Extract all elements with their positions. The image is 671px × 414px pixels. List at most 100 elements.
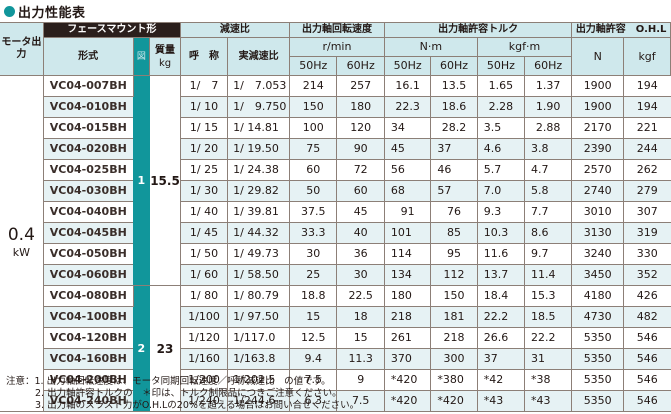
torque-nm-50hz: 91 bbox=[383, 201, 432, 223]
ohl-n: 4180 bbox=[571, 285, 625, 307]
torque-nm-50hz: 101 bbox=[383, 222, 432, 244]
rpm-50hz: 150 bbox=[289, 96, 338, 118]
rpm-60hz: 72 bbox=[336, 159, 385, 181]
footnote-text: 1. 出力軸回転速度は、モータ同期回転速度／呼称減速比 の値です。 bbox=[34, 376, 331, 387]
actual-ratio: 1/ 44.32 bbox=[227, 222, 291, 244]
motor-output-unit: kW bbox=[12, 245, 31, 259]
torque-kgf-50hz: 1.65 bbox=[476, 75, 526, 97]
model-cell: VC04-007BH bbox=[42, 75, 134, 97]
model-cell: VC04-040BH bbox=[42, 201, 134, 223]
torque-kgf-60hz: 4.7 bbox=[523, 159, 573, 181]
model-cell: VC04-020BH bbox=[42, 138, 134, 160]
torque-nm-50hz: *420 bbox=[383, 369, 432, 391]
torque-nm-50hz: 16.1 bbox=[383, 75, 432, 97]
actual-ratio: 1/ 24.38 bbox=[227, 159, 291, 181]
mass-cell: 23 bbox=[149, 285, 181, 412]
model-cell: VC04-030BH bbox=[42, 180, 134, 202]
torque-nm-60hz: 18.6 bbox=[430, 96, 478, 118]
rpm-60hz: 60 bbox=[336, 180, 385, 202]
header-nominal: 呼 称 bbox=[179, 37, 229, 76]
actual-ratio: 1/163.8 bbox=[227, 348, 291, 370]
table-row: VC04-240BH 1/240 1/244.6 6.3 7.5 *420 *4… bbox=[0, 390, 671, 412]
actual-ratio: 1/244.6 bbox=[227, 390, 291, 412]
torque-kgf-60hz: 1.90 bbox=[523, 96, 573, 118]
torque-kgf-50hz: *42 bbox=[476, 369, 526, 391]
ohl-n: 5350 bbox=[571, 369, 625, 391]
rpm-50hz: 7.5 bbox=[289, 369, 338, 391]
bullet-dot-icon bbox=[4, 5, 15, 17]
mass-label: 質量 bbox=[155, 44, 175, 56]
rpm-60hz: 22.5 bbox=[336, 285, 385, 307]
header-rpm-50hz: 50Hz bbox=[289, 56, 338, 76]
ohl-kgf: 546 bbox=[623, 348, 671, 370]
rpm-50hz: 25 bbox=[289, 264, 338, 286]
torque-nm-60hz: 300 bbox=[430, 348, 478, 370]
torque-nm-50hz: 370 bbox=[383, 348, 432, 370]
rpm-50hz: 214 bbox=[289, 75, 338, 97]
table-row: VC04-030BH 1/ 30 1/ 29.82 50 60 68 57 7.… bbox=[0, 180, 671, 202]
motor-output-value: 0.4 bbox=[7, 224, 35, 245]
header-rpm-60hz: 60Hz bbox=[336, 56, 385, 76]
nominal-ratio: 1/160 bbox=[179, 348, 229, 370]
rpm-50hz: 50 bbox=[289, 180, 338, 202]
torque-kgf-50hz: 4.6 bbox=[476, 138, 526, 160]
torque-nm-60hz: 150 bbox=[430, 285, 478, 307]
actual-ratio: 1/ 9.750 bbox=[227, 96, 291, 118]
rpm-50hz: 37.5 bbox=[289, 201, 338, 223]
rpm-50hz: 100 bbox=[289, 117, 338, 139]
ohl-n: 5350 bbox=[571, 390, 625, 412]
header-model: 形式 bbox=[42, 37, 134, 76]
torque-nm-50hz: 34 bbox=[383, 117, 432, 139]
header-reduction-ratio: 減速比 bbox=[179, 22, 291, 38]
ohl-n: 2570 bbox=[571, 159, 625, 181]
nominal-ratio: 1/ 40 bbox=[179, 201, 229, 223]
model-cell: VC04-240BH bbox=[42, 390, 134, 412]
actual-ratio: 1/ 39.81 bbox=[227, 201, 291, 223]
actual-ratio: 1/ 80.79 bbox=[227, 285, 291, 307]
nominal-ratio: 1/ 50 bbox=[179, 243, 229, 265]
torque-kgf-50hz: *43 bbox=[476, 390, 526, 412]
ohl-kgf: 194 bbox=[623, 96, 671, 118]
table-row: VC04-080BH 2 23 1/ 80 1/ 80.79 18.8 22.5… bbox=[0, 285, 671, 412]
header-nm-50hz: 50Hz bbox=[383, 56, 432, 76]
ohl-kgf: 319 bbox=[623, 222, 671, 244]
table-row: VC04-060BH 1/ 60 1/ 58.50 25 30 134 112 … bbox=[0, 264, 671, 286]
header-actual-ratio: 実減速比 bbox=[227, 37, 291, 76]
torque-kgf-50hz: 13.7 bbox=[476, 264, 526, 286]
mass-unit: kg bbox=[158, 57, 172, 69]
torque-kgf-50hz: 3.5 bbox=[476, 117, 526, 139]
rpm-60hz: 45 bbox=[336, 201, 385, 223]
model-cell: VC04-010BH bbox=[42, 96, 134, 118]
model-cell: VC04-060BH bbox=[42, 264, 134, 286]
torque-nm-50hz: 114 bbox=[383, 243, 432, 265]
actual-ratio: 1/117.0 bbox=[227, 327, 291, 349]
model-cell: VC04-120BH bbox=[42, 327, 134, 349]
rpm-60hz: 40 bbox=[336, 222, 385, 244]
model-cell: VC04-160BH bbox=[42, 348, 134, 370]
torque-kgf-60hz: *38 bbox=[523, 369, 573, 391]
torque-kgf-60hz: 31 bbox=[523, 348, 573, 370]
torque-kgf-50hz: 5.7 bbox=[476, 159, 526, 181]
torque-nm-60hz: *380 bbox=[430, 369, 478, 391]
ohl-n: 2170 bbox=[571, 117, 625, 139]
torque-kgf-50hz: 11.6 bbox=[476, 243, 526, 265]
rpm-60hz: 9 bbox=[336, 369, 385, 391]
table-row: VC04-050BH 1/ 50 1/ 49.73 30 36 114 95 1… bbox=[0, 243, 671, 265]
torque-nm-60hz: 37 bbox=[430, 138, 478, 160]
ohl-kgf: 546 bbox=[623, 369, 671, 391]
torque-kgf-60hz: 9.7 bbox=[523, 243, 573, 265]
footnote-2: 2. 出力軸許容トルクの ＊印は、トルク制限品につきご注意ください。 bbox=[35, 388, 342, 399]
torque-kgf-50hz: 7.0 bbox=[476, 180, 526, 202]
footnotes: 注意：1. 出力軸回転速度は、モータ同期回転速度／呼称減速比 の値です。 2. … bbox=[6, 376, 359, 412]
torque-kgf-60hz: 8.6 bbox=[523, 222, 573, 244]
model-cell: VC04-015BH bbox=[42, 117, 134, 139]
ohl-n: 2740 bbox=[571, 180, 625, 202]
ohl-kgf: 352 bbox=[623, 264, 671, 286]
rpm-60hz: 15 bbox=[336, 327, 385, 349]
table-row: 0.4 kW VC04-007BH 1 15.5 1/ 7 1/ 7.053 2… bbox=[0, 75, 671, 412]
torque-nm-50hz: 45 bbox=[383, 138, 432, 160]
torque-kgf-60hz: *43 bbox=[523, 390, 573, 412]
table-row: VC04-020BH 1/ 20 1/ 19.50 75 90 45 37 4.… bbox=[0, 138, 671, 160]
rpm-60hz: 11.3 bbox=[336, 348, 385, 370]
footnote-1: 注意：1. 出力軸回転速度は、モータ同期回転速度／呼称減速比 の値です。 bbox=[6, 376, 359, 388]
